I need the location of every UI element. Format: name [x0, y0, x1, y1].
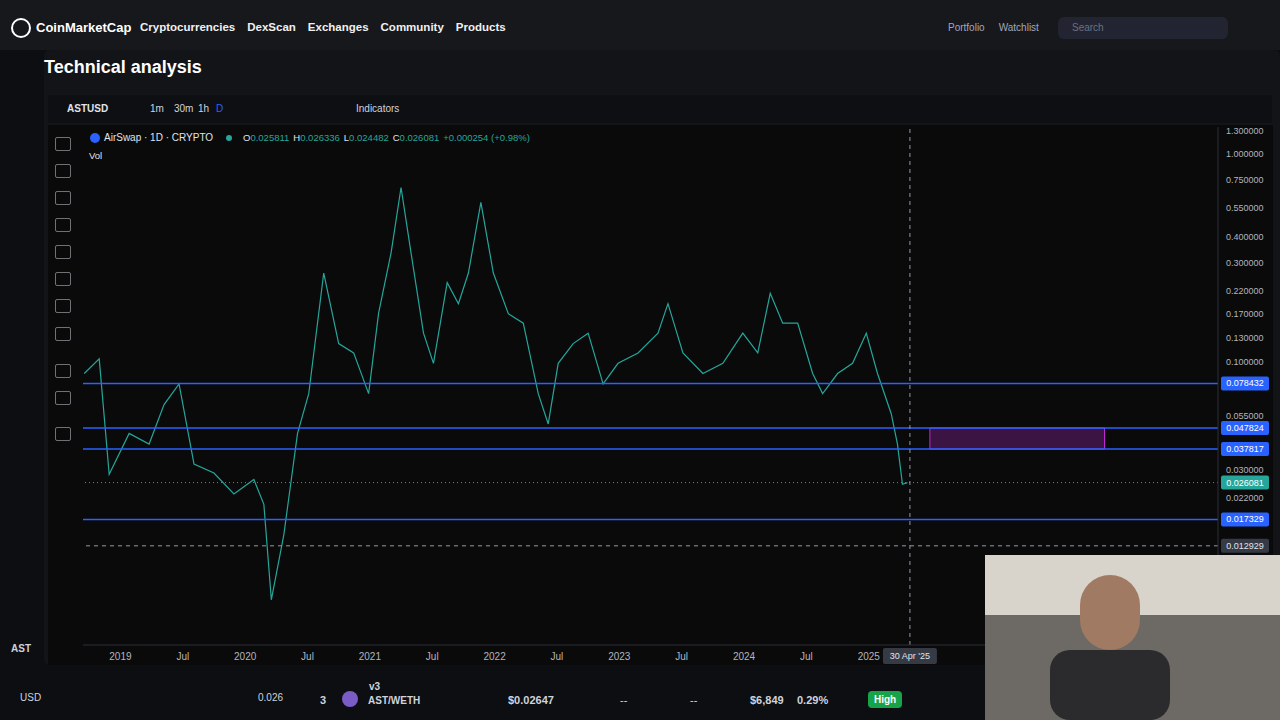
html-text:AST: AST — [11, 643, 31, 654]
html-text:USD: USD — [20, 692, 42, 703]
svg-text:0.030000: 0.030000 — [1226, 465, 1264, 475]
html-text:O 0.025811 H 0.026336 L 0.0244: O 0.025811 H 0.026336 L 0.024482 C 0.026… — [243, 132, 530, 143]
html-text:DexScan: DexScan — [247, 21, 296, 33]
html-text:Watchlist: Watchlist — [998, 22, 1039, 33]
svg-text:2019: 2019 — [109, 651, 132, 662]
svg-text:0.100000: 0.100000 — [1226, 357, 1264, 367]
html-text:0.026: 0.026 — [258, 692, 283, 703]
html-text:Community: Community — [380, 21, 444, 33]
html-text:D: D — [216, 103, 224, 114]
svg-text:0.026081: 0.026081 — [1226, 478, 1264, 488]
svg-text:2020: 2020 — [234, 651, 257, 662]
html-text:$0.02647: $0.02647 — [508, 694, 554, 706]
svg-text:0.130000: 0.130000 — [1226, 333, 1264, 343]
html-text:ASTUSD: ASTUSD — [67, 103, 109, 114]
html-text:1h: 1h — [198, 103, 210, 114]
svg-text:2021: 2021 — [359, 651, 382, 662]
svg-text:0.550000: 0.550000 — [1226, 203, 1264, 213]
html-text:v3: v3 — [369, 681, 381, 692]
svg-text:30 Apr '25: 30 Apr '25 — [890, 651, 930, 661]
svg-text:2025: 2025 — [858, 651, 881, 662]
html-text:0.29%: 0.29% — [797, 694, 829, 706]
svg-text:Jul: Jul — [176, 651, 189, 662]
html-text:AST/WETH: AST/WETH — [368, 695, 421, 706]
html-text:CoinMarketCap: CoinMarketCap — [36, 20, 132, 35]
svg-text:Jul: Jul — [426, 651, 439, 662]
svg-text:0.037817: 0.037817 — [1226, 444, 1264, 454]
html-text:Search: Search — [1072, 22, 1104, 33]
html-text:30m: 30m — [174, 103, 194, 114]
html-text:Vol: Vol — [89, 150, 103, 161]
html-text:Technical analysis: Technical analysis — [44, 57, 202, 77]
svg-text:2024: 2024 — [733, 651, 756, 662]
svg-text:0.300000: 0.300000 — [1226, 258, 1264, 268]
html-text:Products: Products — [455, 21, 506, 33]
svg-text:0.400000: 0.400000 — [1226, 232, 1264, 242]
html-text:Exchanges: Exchanges — [307, 21, 369, 33]
html-text:Portfolio: Portfolio — [948, 22, 985, 33]
svg-text:Jul: Jul — [800, 651, 813, 662]
svg-text:1.000000: 1.000000 — [1226, 149, 1264, 159]
html-text:1m: 1m — [150, 103, 164, 114]
html-text:Indicators: Indicators — [356, 103, 400, 114]
svg-text:0.078432: 0.078432 — [1226, 378, 1264, 388]
svg-text:2023: 2023 — [608, 651, 631, 662]
html-text:$6,849: $6,849 — [750, 694, 784, 706]
svg-text:0.055000: 0.055000 — [1226, 411, 1264, 421]
html-text:High: High — [874, 694, 897, 705]
svg-text:0.017329: 0.017329 — [1226, 514, 1264, 524]
svg-text:0.220000: 0.220000 — [1226, 286, 1264, 296]
svg-text:2022: 2022 — [483, 651, 506, 662]
svg-text:Jul: Jul — [551, 651, 564, 662]
svg-text:0.047824: 0.047824 — [1226, 423, 1264, 433]
html-text:Cryptocurrencies: Cryptocurrencies — [140, 21, 236, 33]
svg-text:0.170000: 0.170000 — [1226, 309, 1264, 319]
svg-text:0.022000: 0.022000 — [1226, 493, 1264, 503]
svg-text:Jul: Jul — [675, 651, 688, 662]
html-text:AirSwap · 1D · CRYPTO: AirSwap · 1D · CRYPTO — [104, 132, 214, 143]
svg-text:Jul: Jul — [301, 651, 314, 662]
svg-text:0.750000: 0.750000 — [1226, 175, 1264, 185]
svg-text:0.012929: 0.012929 — [1226, 541, 1264, 551]
html-text:3: 3 — [320, 694, 327, 706]
svg-text:1.300000: 1.300000 — [1226, 126, 1264, 136]
